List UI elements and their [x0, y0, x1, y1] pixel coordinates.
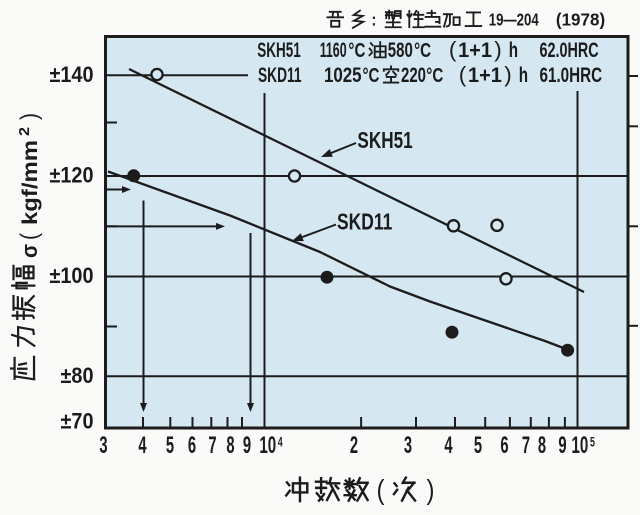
svg-text:(1978): (1978)	[556, 9, 605, 30]
svg-text:°C: °C	[414, 39, 431, 62]
svg-text:580: 580	[388, 38, 413, 62]
svg-text:°C: °C	[426, 64, 443, 87]
svg-text:1160: 1160	[320, 38, 347, 62]
svg-text:2: 2	[17, 127, 33, 136]
svg-text:SKH51: SKH51	[357, 129, 412, 154]
svg-text:1025: 1025	[324, 64, 362, 87]
svg-text:3: 3	[99, 433, 107, 460]
svg-text:4: 4	[278, 436, 283, 450]
svg-text:6: 6	[188, 433, 196, 460]
svg-text:10: 10	[259, 433, 276, 459]
svg-text:4: 4	[444, 433, 452, 460]
svg-text:220: 220	[401, 63, 426, 87]
svg-text:SKH51: SKH51	[257, 38, 301, 62]
svg-text:3: 3	[404, 433, 412, 460]
svg-text:): )	[504, 62, 512, 87]
svg-text:°C: °C	[363, 64, 380, 87]
svg-text:8: 8	[226, 433, 234, 460]
svg-text:SKD11: SKD11	[258, 63, 302, 87]
svg-text:kgf/mm: kgf/mm	[18, 140, 41, 225]
svg-text:(: (	[16, 233, 43, 240]
svg-text:5: 5	[590, 436, 595, 450]
svg-text:±100: ±100	[50, 264, 94, 288]
svg-text::: :	[372, 10, 377, 30]
svg-text:(: (	[449, 37, 457, 62]
svg-text:±80: ±80	[61, 364, 94, 388]
svg-text:°C: °C	[348, 39, 365, 62]
svg-text:h: h	[519, 63, 528, 87]
svg-text:1+1: 1+1	[468, 64, 502, 88]
svg-text:): )	[427, 473, 435, 505]
svg-text:9: 9	[243, 433, 251, 460]
svg-text:6: 6	[500, 433, 508, 460]
svg-text:): )	[16, 113, 43, 120]
svg-text:σ: σ	[17, 244, 42, 258]
svg-text:10: 10	[572, 433, 589, 459]
svg-text:±70: ±70	[61, 410, 94, 434]
svg-text:h: h	[509, 38, 518, 62]
svg-text:±120: ±120	[50, 164, 94, 188]
svg-text:(: (	[377, 473, 385, 505]
svg-text:7: 7	[522, 433, 530, 460]
svg-text:5: 5	[166, 433, 174, 460]
svg-text:(: (	[459, 62, 467, 87]
svg-text:9: 9	[558, 433, 566, 460]
svg-text:2: 2	[350, 433, 358, 460]
svg-text:): )	[494, 37, 502, 62]
svg-text:19—204: 19—204	[489, 11, 539, 30]
svg-text:8: 8	[538, 433, 546, 460]
svg-text:4: 4	[138, 433, 146, 460]
svg-text:7: 7	[208, 433, 216, 460]
svg-text:62.0HRC: 62.0HRC	[540, 38, 599, 61]
svg-text:SKD11: SKD11	[337, 210, 392, 235]
svg-text:1+1: 1+1	[458, 39, 492, 63]
svg-text:5: 5	[474, 433, 482, 460]
svg-text:±140: ±140	[50, 63, 94, 87]
svg-text:61.0HRC: 61.0HRC	[540, 63, 603, 87]
